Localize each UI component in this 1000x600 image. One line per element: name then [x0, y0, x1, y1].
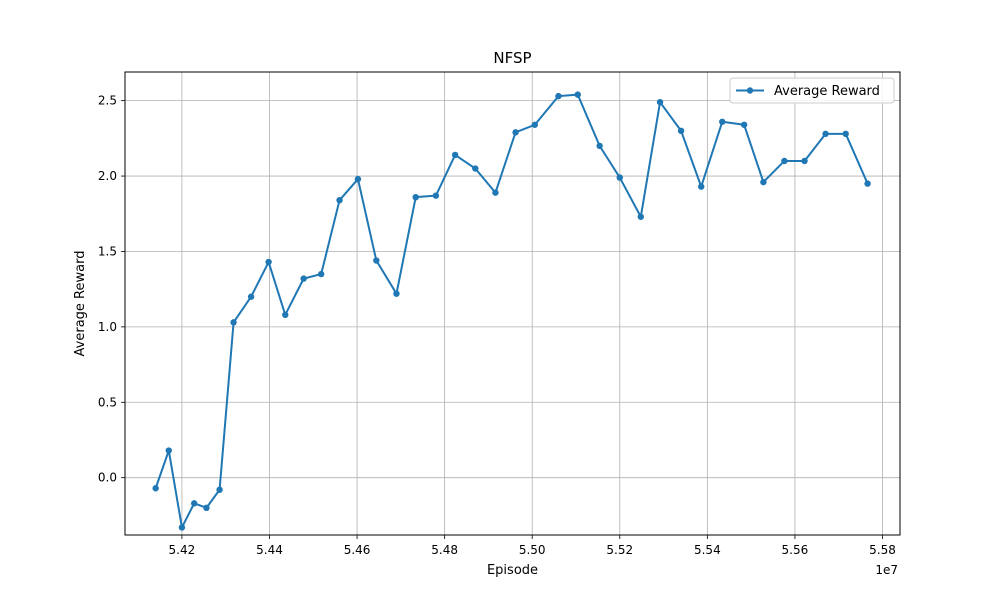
- data-point: [247, 293, 255, 300]
- data-point: [282, 311, 289, 319]
- data-point: [393, 290, 400, 297]
- data-point: [432, 192, 440, 199]
- x-tick-label: 5.52: [606, 543, 633, 557]
- data-point: [616, 174, 623, 181]
- series-group: [152, 91, 871, 531]
- x-axis-label: Episode: [487, 563, 538, 578]
- grid: [125, 72, 900, 535]
- data-point: [531, 121, 539, 128]
- chart-title: NFSP: [493, 49, 531, 67]
- data-point: [203, 504, 210, 512]
- data-point: [801, 157, 808, 165]
- data-point: [354, 175, 362, 183]
- y-tick-label: 0.0: [98, 471, 117, 485]
- x-tick-label: 5.48: [431, 543, 458, 557]
- data-point: [637, 213, 644, 220]
- x-tick-label: 5.58: [869, 543, 896, 557]
- data-point: [656, 98, 664, 106]
- data-point: [190, 500, 198, 507]
- data-point: [472, 165, 479, 172]
- data-point: [719, 118, 726, 125]
- data-point: [740, 121, 748, 128]
- plot-frame: [124, 71, 901, 536]
- legend-box: [729, 77, 895, 104]
- y-tick-label: 1.5: [98, 244, 117, 258]
- data-point: [596, 142, 603, 150]
- data-point: [152, 485, 159, 492]
- data-point: [512, 129, 519, 136]
- x-tick-label: 5.42: [169, 543, 196, 557]
- x-axis-ticks: 5.42 5.44 5.46 5.48 5.50 5.52 5.54 5.56 5.58: [169, 535, 896, 557]
- x-tick-label: 5.54: [694, 543, 721, 557]
- y-tick-label: 1.0: [98, 320, 117, 334]
- data-point: [373, 257, 380, 264]
- x-tick-label: 5.50: [519, 543, 546, 557]
- data-point: [451, 151, 459, 159]
- data-point: [230, 319, 237, 326]
- data-point: [822, 130, 829, 138]
- data-point: [216, 486, 223, 493]
- data-point: [677, 127, 685, 135]
- data-point: [300, 275, 307, 282]
- data-point: [781, 157, 788, 165]
- y-tick-label: 0.5: [98, 395, 117, 409]
- data-point: [265, 258, 272, 266]
- data-point: [317, 270, 325, 278]
- y-axis-ticks: 0.0 0.5 1.0 1.5 2.0 2.5: [98, 94, 125, 485]
- data-point: [492, 189, 499, 196]
- y-tick-label: 2.5: [98, 94, 117, 108]
- data-point: [842, 130, 849, 138]
- x-tick-label: 5.44: [256, 543, 283, 557]
- data-point: [178, 524, 186, 531]
- y-tick-label: 2.0: [98, 169, 117, 183]
- data-point: [864, 180, 871, 187]
- data-point: [698, 183, 705, 190]
- legend-marker-swatch: [746, 87, 754, 94]
- legend-entry-average-reward: Average Reward: [774, 84, 880, 99]
- x-tick-label: 5.56: [782, 543, 809, 557]
- x-axis-offset-label: 1e7: [875, 563, 898, 577]
- data-point: [336, 196, 343, 204]
- data-point: [760, 178, 767, 186]
- data-point: [574, 91, 581, 98]
- legend: Average Reward: [729, 77, 895, 104]
- x-tick-label: 5.46: [344, 543, 371, 557]
- y-axis-label: Average Reward: [73, 251, 88, 357]
- data-point: [555, 92, 562, 100]
- data-point: [165, 447, 172, 454]
- data-point: [412, 193, 419, 201]
- series-line-average-reward: [154, 93, 869, 529]
